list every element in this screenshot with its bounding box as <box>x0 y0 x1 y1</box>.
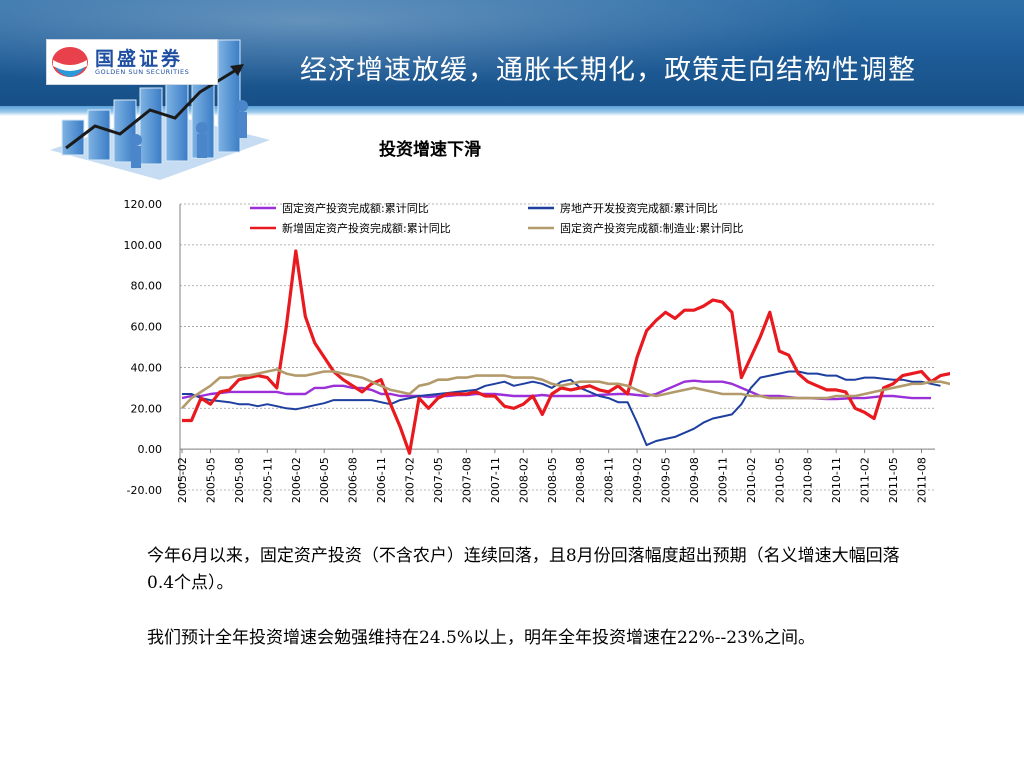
logo-cn-text: 国盛证券 <box>95 48 184 70</box>
y-tick-label: 60.00 <box>131 321 163 334</box>
x-tick-label: 2011-08 <box>916 457 929 503</box>
x-tick-label: 2005-11 <box>261 457 274 503</box>
body-paragraph-2: 我们预计全年投资增速会勉强维持在24.5%以上，明年全年投资增速在22%--23… <box>147 628 816 648</box>
x-tick-label: 2007-11 <box>489 457 502 503</box>
x-tick-label: 2008-11 <box>603 457 616 503</box>
legend-label: 房地产开发投资完成额:累计同比 <box>560 201 718 215</box>
x-tick-label: 2011-05 <box>887 457 900 503</box>
x-tick-label: 2005-02 <box>176 457 189 503</box>
chart-title: 投资增速下滑 <box>379 140 481 160</box>
x-tick-label: 2006-08 <box>347 457 360 503</box>
body-paragraph-1: 今年6月以来，固定资产投资（不含农户）连续回落，且8月份回落幅度超出预期（名义增… <box>147 546 900 593</box>
logo-en-text: GOLDEN SUN SECURITIES <box>95 68 190 76</box>
x-tick-label: 2007-08 <box>460 457 473 503</box>
x-tick-label: 2010-11 <box>830 457 843 503</box>
x-tick-label: 2008-05 <box>546 457 559 503</box>
y-tick-label: 80.00 <box>131 280 163 293</box>
company-logo: 国盛证券 GOLDEN SUN SECURITIES <box>46 39 218 85</box>
x-tick-label: 2009-05 <box>660 457 673 503</box>
series-line <box>181 368 950 410</box>
x-tick-label: 2010-05 <box>773 457 786 503</box>
slide-title: 经济增速放缓，通胀长期化，政策走向结构性调整 <box>300 55 916 86</box>
header-band <box>0 106 1024 116</box>
x-tick-label: 2010-08 <box>802 457 815 503</box>
legend-label: 固定资产投资完成额:累计同比 <box>282 201 429 215</box>
x-tick-label: 2006-02 <box>290 457 303 503</box>
x-tick-label: 2005-08 <box>233 457 246 503</box>
series-line <box>182 249 950 455</box>
x-tick-label: 2007-02 <box>404 457 417 503</box>
y-tick-label: 20.00 <box>131 402 163 415</box>
y-tick-label: 100.00 <box>124 239 163 252</box>
y-tick-label: 120.00 <box>124 198 163 211</box>
line-chart: -20.00 0.00 20.00 40.00 60.00 80.00 100.00 120.… <box>124 198 950 503</box>
series-line <box>182 370 941 447</box>
x-tick-label: 2010-02 <box>745 457 758 503</box>
legend-label: 新增固定资产投资完成额:累计同比 <box>282 221 451 235</box>
logo-mark-icon <box>52 47 88 77</box>
x-tick-label: 2011-02 <box>859 457 872 503</box>
x-tick-label: 2008-02 <box>517 457 530 503</box>
y-tick-label: -20.00 <box>127 484 162 497</box>
x-tick-label: 2006-05 <box>318 457 331 503</box>
y-tick-label: 40.00 <box>131 361 163 374</box>
legend-label: 固定资产投资完成额:制造业:累计同比 <box>560 221 743 235</box>
x-tick-label: 2005-05 <box>204 457 217 503</box>
x-tick-label: 2009-02 <box>631 457 644 503</box>
x-tick-label: 2009-08 <box>688 457 701 503</box>
x-tick-label: 2007-05 <box>432 457 445 503</box>
x-tick-label: 2006-11 <box>375 457 388 503</box>
y-tick-label: 0.00 <box>138 443 163 456</box>
x-tick-label: 2008-08 <box>574 457 587 503</box>
x-tick-label: 2009-11 <box>716 457 729 503</box>
